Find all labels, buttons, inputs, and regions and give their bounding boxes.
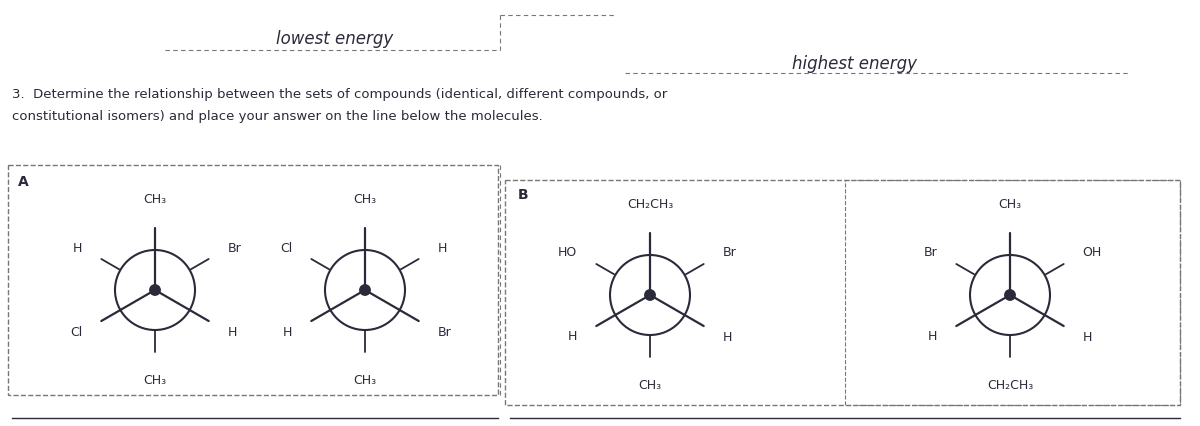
Text: Cl: Cl	[280, 242, 293, 254]
Bar	[8, 165, 498, 395]
Text: H: H	[568, 331, 577, 343]
Text: Br: Br	[722, 247, 737, 259]
Text: 3.  Determine the relationship between the sets of compounds (identical, differe: 3. Determine the relationship between th…	[12, 88, 667, 101]
Text: CH₃: CH₃	[998, 198, 1021, 211]
Text: H: H	[722, 331, 732, 343]
Text: CH₃: CH₃	[354, 374, 377, 387]
Circle shape	[115, 250, 194, 330]
Text: CH₃: CH₃	[638, 379, 661, 392]
Circle shape	[970, 255, 1050, 335]
Text: CH₂CH₃: CH₂CH₃	[986, 379, 1033, 392]
Text: H: H	[73, 242, 83, 254]
Text: H: H	[228, 325, 238, 339]
Circle shape	[610, 255, 690, 335]
Circle shape	[1004, 290, 1015, 300]
Bar	[845, 180, 1180, 405]
Text: A: A	[18, 175, 29, 189]
Text: H: H	[438, 242, 448, 254]
Text: CH₃: CH₃	[144, 374, 167, 387]
Text: OH: OH	[1082, 247, 1102, 259]
Text: H: H	[283, 325, 293, 339]
Text: Br: Br	[924, 247, 937, 259]
Circle shape	[360, 285, 370, 295]
Text: Cl: Cl	[70, 325, 83, 339]
Text: H: H	[928, 331, 937, 343]
Circle shape	[325, 250, 406, 330]
Circle shape	[150, 285, 161, 295]
Text: B: B	[518, 188, 529, 202]
Text: CH₂CH₃: CH₂CH₃	[626, 198, 673, 211]
Text: CH₃: CH₃	[144, 193, 167, 206]
Text: highest energy: highest energy	[792, 55, 918, 73]
Text: Br: Br	[438, 325, 451, 339]
Text: CH₃: CH₃	[354, 193, 377, 206]
Text: HO: HO	[558, 247, 577, 259]
Text: constitutional isomers) and place your answer on the line below the molecules.: constitutional isomers) and place your a…	[12, 110, 542, 123]
Text: H: H	[1082, 331, 1092, 343]
Bar	[505, 180, 1180, 405]
Text: lowest energy: lowest energy	[276, 30, 394, 48]
Text: Br: Br	[228, 242, 241, 254]
Circle shape	[644, 290, 655, 300]
